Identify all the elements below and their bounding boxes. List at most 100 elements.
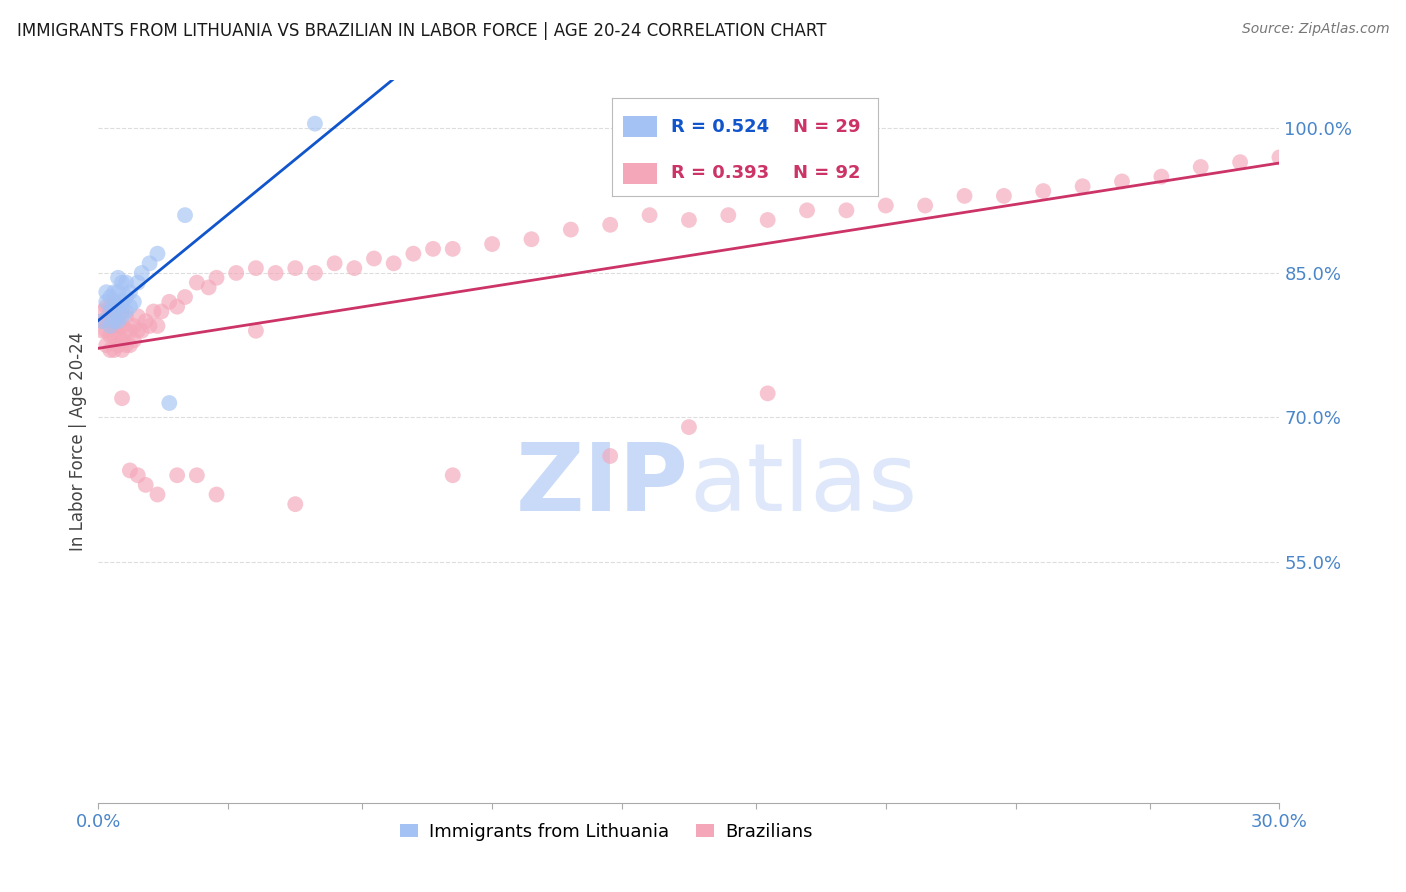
- Point: [103, 343, 125, 357]
- Point: [402, 246, 425, 260]
- Point: [796, 203, 818, 218]
- Point: [146, 246, 169, 260]
- Point: [382, 256, 405, 270]
- Point: [166, 468, 188, 483]
- Point: [186, 468, 208, 483]
- Point: [111, 391, 134, 405]
- Point: [225, 266, 247, 280]
- Point: [914, 198, 936, 212]
- Point: [993, 189, 1015, 203]
- Point: [111, 310, 134, 324]
- Point: [107, 318, 129, 333]
- Point: [115, 304, 138, 318]
- Point: [98, 314, 121, 328]
- Point: [441, 242, 464, 256]
- Point: [115, 338, 138, 352]
- Point: [174, 208, 197, 222]
- Point: [245, 324, 267, 338]
- Point: [717, 208, 740, 222]
- Point: [1032, 184, 1054, 198]
- Point: [96, 338, 118, 352]
- Point: [150, 304, 173, 318]
- Point: [96, 314, 118, 328]
- Point: [122, 334, 145, 348]
- Point: [118, 338, 141, 352]
- Point: [127, 324, 149, 338]
- Point: [103, 328, 125, 343]
- Y-axis label: In Labor Force | Age 20-24: In Labor Force | Age 20-24: [69, 332, 87, 551]
- Point: [96, 300, 118, 314]
- Point: [481, 237, 503, 252]
- Point: [96, 285, 118, 300]
- Point: [205, 270, 228, 285]
- Point: [107, 314, 129, 328]
- Point: [127, 310, 149, 324]
- Point: [127, 468, 149, 483]
- Point: [363, 252, 385, 266]
- Point: [91, 324, 114, 338]
- Point: [835, 203, 858, 218]
- Legend: Immigrants from Lithuania, Brazilians: Immigrants from Lithuania, Brazilians: [392, 815, 820, 848]
- Point: [91, 304, 114, 318]
- Point: [343, 261, 366, 276]
- Point: [304, 117, 326, 131]
- Point: [98, 300, 121, 314]
- Point: [131, 324, 153, 338]
- Point: [264, 266, 287, 280]
- Point: [107, 285, 129, 300]
- Point: [107, 270, 129, 285]
- Point: [98, 290, 121, 304]
- Point: [96, 324, 118, 338]
- Point: [111, 334, 134, 348]
- Text: Source: ZipAtlas.com: Source: ZipAtlas.com: [1241, 22, 1389, 37]
- Point: [186, 276, 208, 290]
- Point: [111, 304, 134, 318]
- Point: [197, 280, 219, 294]
- Point: [678, 213, 700, 227]
- Point: [103, 300, 125, 314]
- Point: [103, 294, 125, 309]
- Point: [756, 386, 779, 401]
- Point: [157, 294, 180, 309]
- Point: [599, 218, 621, 232]
- Point: [127, 276, 149, 290]
- Point: [875, 198, 897, 212]
- Point: [107, 304, 129, 318]
- Point: [98, 328, 121, 343]
- Point: [304, 266, 326, 280]
- Point: [103, 285, 125, 300]
- Point: [599, 449, 621, 463]
- Point: [284, 261, 307, 276]
- Point: [146, 318, 169, 333]
- Point: [115, 290, 138, 304]
- Point: [1071, 179, 1094, 194]
- Text: atlas: atlas: [689, 439, 917, 531]
- Point: [756, 213, 779, 227]
- Point: [118, 300, 141, 314]
- Point: [1189, 160, 1212, 174]
- Point: [135, 314, 157, 328]
- Point: [953, 189, 976, 203]
- Point: [142, 304, 165, 318]
- Point: [98, 304, 121, 318]
- Point: [107, 328, 129, 343]
- Point: [520, 232, 543, 246]
- Point: [118, 463, 141, 477]
- Point: [174, 290, 197, 304]
- Point: [118, 324, 141, 338]
- Point: [118, 285, 141, 300]
- Point: [245, 261, 267, 276]
- Point: [1229, 155, 1251, 169]
- Point: [122, 318, 145, 333]
- Point: [103, 304, 125, 318]
- Point: [560, 222, 582, 236]
- Point: [111, 343, 134, 357]
- Point: [131, 266, 153, 280]
- Point: [98, 343, 121, 357]
- Point: [166, 300, 188, 314]
- Text: IMMIGRANTS FROM LITHUANIA VS BRAZILIAN IN LABOR FORCE | AGE 20-24 CORRELATION CH: IMMIGRANTS FROM LITHUANIA VS BRAZILIAN I…: [17, 22, 827, 40]
- Point: [96, 294, 118, 309]
- Point: [1111, 174, 1133, 188]
- Point: [115, 310, 138, 324]
- Point: [323, 256, 346, 270]
